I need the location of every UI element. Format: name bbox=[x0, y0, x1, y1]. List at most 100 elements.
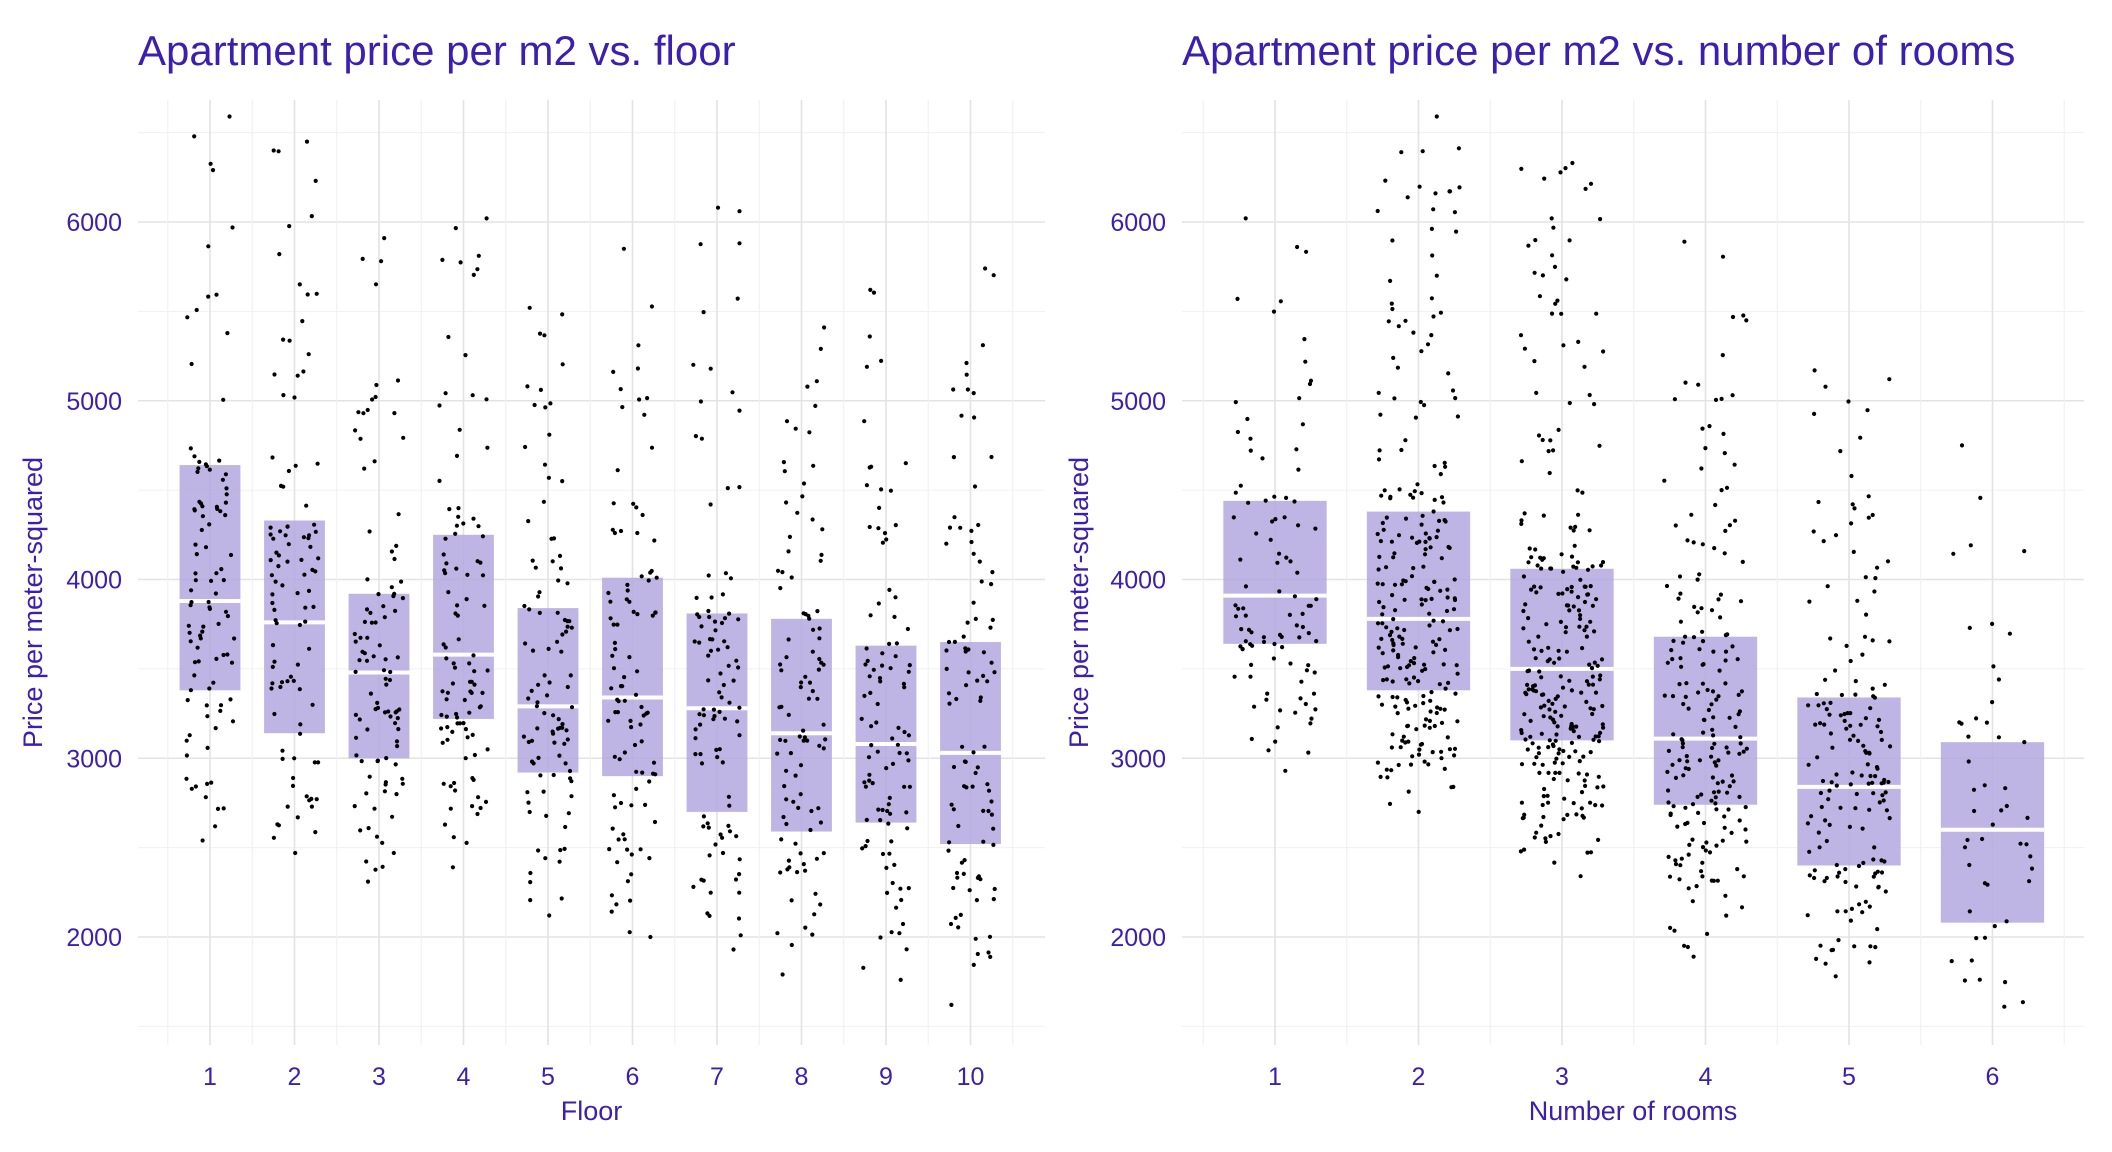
point bbox=[1599, 563, 1604, 568]
point bbox=[801, 738, 806, 743]
point bbox=[1588, 850, 1594, 855]
point bbox=[866, 755, 872, 760]
point bbox=[1700, 681, 1705, 686]
point bbox=[1565, 587, 1570, 592]
point bbox=[907, 663, 912, 668]
point bbox=[1534, 590, 1539, 595]
point bbox=[302, 572, 307, 577]
point bbox=[285, 804, 290, 809]
point bbox=[206, 294, 211, 299]
point bbox=[1879, 737, 1884, 743]
point bbox=[622, 698, 627, 703]
point bbox=[1699, 466, 1704, 471]
point bbox=[609, 909, 614, 914]
point bbox=[450, 865, 455, 870]
point bbox=[1423, 539, 1428, 545]
point bbox=[1533, 656, 1538, 661]
point bbox=[1690, 802, 1696, 807]
point bbox=[1392, 582, 1398, 587]
point bbox=[1384, 565, 1389, 570]
point bbox=[526, 739, 531, 745]
point bbox=[725, 486, 730, 491]
point bbox=[1699, 869, 1704, 874]
point bbox=[707, 637, 713, 642]
point bbox=[860, 846, 865, 851]
point bbox=[606, 718, 611, 723]
point bbox=[1600, 703, 1605, 709]
point bbox=[1519, 728, 1524, 733]
point bbox=[735, 719, 740, 724]
point bbox=[975, 765, 980, 770]
point bbox=[775, 568, 781, 573]
point bbox=[1744, 318, 1749, 323]
point bbox=[1421, 701, 1426, 706]
point bbox=[354, 753, 359, 758]
point bbox=[882, 531, 888, 536]
point bbox=[382, 789, 387, 794]
point bbox=[467, 661, 472, 666]
point bbox=[1261, 639, 1267, 645]
point bbox=[1680, 738, 1685, 743]
point bbox=[965, 387, 971, 392]
point bbox=[1576, 734, 1582, 740]
point bbox=[964, 372, 969, 377]
point bbox=[1838, 713, 1843, 718]
point bbox=[227, 114, 232, 119]
point bbox=[1585, 567, 1591, 572]
point bbox=[1542, 703, 1547, 708]
point bbox=[1996, 677, 2001, 682]
point bbox=[1303, 359, 1308, 364]
point bbox=[1411, 330, 1416, 335]
point bbox=[868, 613, 873, 618]
point bbox=[1449, 785, 1454, 790]
point bbox=[1700, 426, 1705, 431]
point bbox=[609, 686, 614, 691]
point bbox=[737, 705, 742, 710]
point bbox=[806, 696, 812, 701]
point bbox=[990, 570, 995, 575]
point bbox=[484, 216, 489, 221]
point bbox=[281, 393, 286, 398]
point bbox=[1308, 378, 1314, 383]
point bbox=[1273, 739, 1278, 744]
point bbox=[1827, 822, 1832, 828]
point bbox=[818, 558, 823, 563]
y-tick-label: 3000 bbox=[1110, 745, 1166, 773]
point bbox=[1246, 627, 1252, 632]
point bbox=[715, 205, 721, 210]
point bbox=[393, 721, 398, 726]
point bbox=[1546, 745, 1551, 750]
point bbox=[1590, 603, 1595, 608]
point bbox=[567, 619, 572, 624]
point bbox=[1294, 623, 1299, 628]
point bbox=[365, 635, 370, 640]
point bbox=[270, 681, 275, 686]
point bbox=[1406, 789, 1411, 794]
point bbox=[725, 645, 730, 650]
point bbox=[727, 611, 732, 616]
point bbox=[954, 870, 960, 876]
point bbox=[1593, 690, 1599, 695]
point bbox=[981, 839, 986, 844]
point bbox=[737, 485, 742, 490]
point bbox=[1824, 875, 1829, 881]
point bbox=[1588, 181, 1594, 186]
point bbox=[1700, 845, 1706, 850]
point bbox=[796, 805, 801, 811]
point bbox=[1395, 695, 1400, 700]
point bbox=[1834, 783, 1839, 788]
point bbox=[1311, 691, 1317, 696]
point bbox=[1423, 547, 1428, 552]
point bbox=[971, 551, 976, 556]
point bbox=[1873, 945, 1878, 950]
point bbox=[965, 620, 970, 625]
point bbox=[1437, 518, 1442, 524]
point bbox=[353, 639, 358, 644]
point bbox=[483, 799, 489, 805]
point bbox=[1681, 640, 1686, 645]
point bbox=[1429, 226, 1434, 231]
point bbox=[886, 802, 891, 807]
point bbox=[272, 711, 277, 717]
point bbox=[1726, 750, 1731, 755]
point bbox=[278, 684, 283, 690]
